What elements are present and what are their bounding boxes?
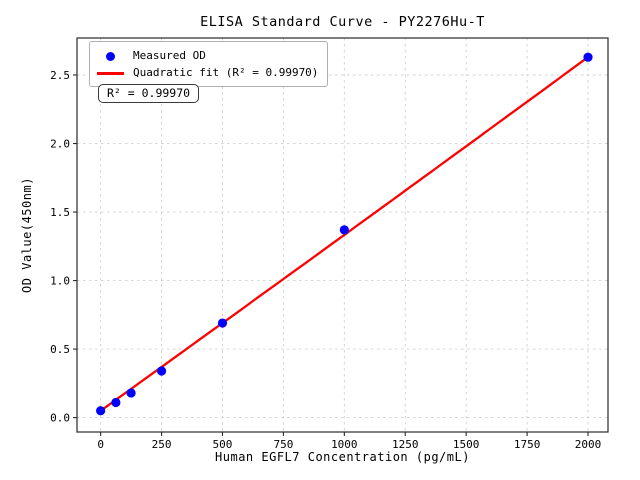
y-tick-label: 1.5 (50, 206, 70, 219)
y-axis-label: OD Value(450nm) (20, 177, 34, 293)
y-tick-label: 0.0 (50, 412, 70, 425)
x-tick-label: 2000 (575, 438, 602, 451)
chart-title: ELISA Standard Curve - PY2276Hu-T (200, 14, 485, 30)
quadratic-fit-line (99, 56, 590, 412)
data-point (217, 318, 228, 328)
data-point (339, 225, 349, 235)
y-tick-label: 1.0 (50, 275, 70, 288)
measured-od-marker-swatch (97, 47, 124, 64)
blue-dot-icon (106, 51, 115, 61)
data-point (96, 406, 106, 416)
x-tick-label: 1250 (392, 438, 419, 451)
legend-entry-quadratic-fit: Quadratic fit (R² = 0.99970) (97, 64, 318, 81)
data-point (126, 388, 136, 398)
r-squared-annotation: R² = 0.99970 (98, 84, 200, 103)
x-axis-label: Human EGFL7 Concentration (pg/mL) (215, 450, 470, 464)
y-tick-label: 0.5 (50, 343, 70, 356)
fit-line-marker-swatch (97, 64, 124, 81)
y-tick-label: 2.5 (50, 69, 70, 82)
x-tick-label: 1500 (453, 438, 480, 451)
legend-label-measured-od: Measured OD (133, 49, 206, 62)
red-line-icon (97, 71, 124, 75)
x-tick-label: 250 (152, 438, 172, 451)
legend-label-quadratic-fit: Quadratic fit (R² = 0.99970) (133, 66, 319, 79)
x-tick-label: 1000 (331, 438, 358, 451)
x-tick-label: 1750 (514, 438, 541, 451)
legend: Measured OD Quadratic fit (R² = 0.99970) (89, 41, 329, 87)
data-point (156, 366, 167, 376)
x-tick-label: 500 (213, 438, 233, 451)
data-point (583, 52, 593, 62)
x-tick-label: 0 (97, 438, 104, 451)
plot-frame (76, 37, 609, 433)
legend-entry-measured-od: Measured OD (97, 47, 318, 64)
data-point (111, 397, 121, 408)
x-tick-label: 750 (273, 438, 293, 451)
y-tick-label: 2.0 (50, 138, 70, 151)
